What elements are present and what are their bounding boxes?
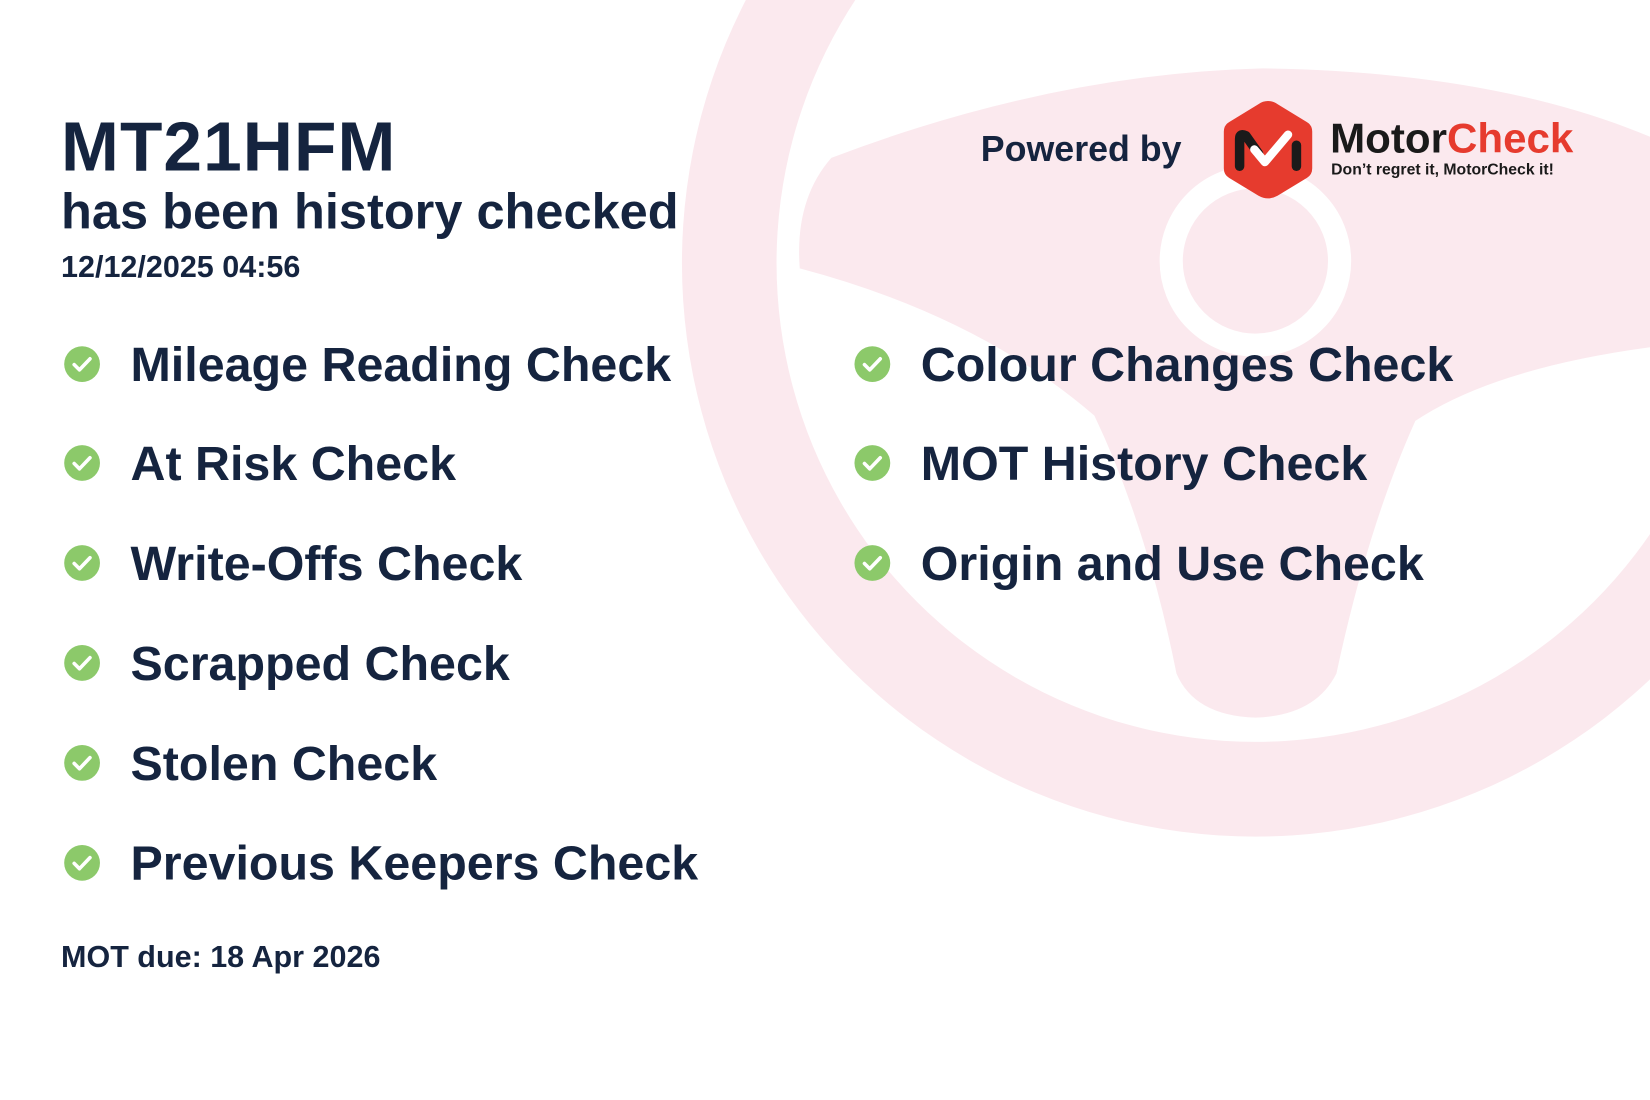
check-label: Colour Changes Check (920, 336, 1454, 392)
check-label: Mileage Reading Check (130, 336, 672, 392)
check-circle-icon (64, 545, 100, 581)
check-label: MOT History Check (920, 435, 1368, 491)
check-circle-icon (64, 445, 100, 481)
motorcheck-wordmark: MotorCheck (1330, 118, 1573, 160)
motorcheck-logo-icon (1223, 101, 1313, 199)
check-circle-icon (64, 745, 100, 781)
check-label: Stolen Check (130, 735, 438, 791)
powered-by-label: Powered by (980, 129, 1182, 170)
check-item: Colour Changes Check (853, 336, 1454, 392)
check-circle-icon (64, 645, 100, 681)
check-item: Write-Offs Check (63, 535, 523, 591)
brand-part-check: Check (1446, 115, 1574, 163)
check-label: At Risk Check (130, 435, 457, 491)
check-label: Origin and Use Check (920, 535, 1424, 591)
check-label: Scrapped Check (130, 635, 510, 691)
subtitle: has been history checked (61, 184, 679, 240)
check-item: Origin and Use Check (853, 535, 1424, 591)
check-item: Scrapped Check (63, 635, 510, 691)
check-circle-icon (854, 346, 891, 382)
check-item: Previous Keepers Check (63, 836, 698, 890)
mot-due: MOT due: 18 Apr 2026 (61, 940, 381, 975)
checked-timestamp: 12/12/2025 04:56 (61, 250, 301, 285)
check-item: At Risk Check (63, 435, 457, 491)
check-item: Stolen Check (63, 735, 438, 791)
check-label: Previous Keepers Check (130, 835, 699, 891)
registration-plate: MT21HFM (61, 107, 397, 186)
check-circle-icon (64, 346, 100, 382)
check-item: Mileage Reading Check (63, 336, 672, 392)
brand-part-motor: Motor (1330, 115, 1447, 163)
check-circle-icon (854, 545, 891, 581)
check-label: Write-Offs Check (130, 535, 523, 591)
check-circle-icon (854, 445, 891, 481)
brand-tagline: Don’t regret it, MotorCheck it! (1331, 161, 1554, 179)
check-circle-icon (64, 844, 100, 881)
check-item: MOT History Check (853, 435, 1368, 491)
